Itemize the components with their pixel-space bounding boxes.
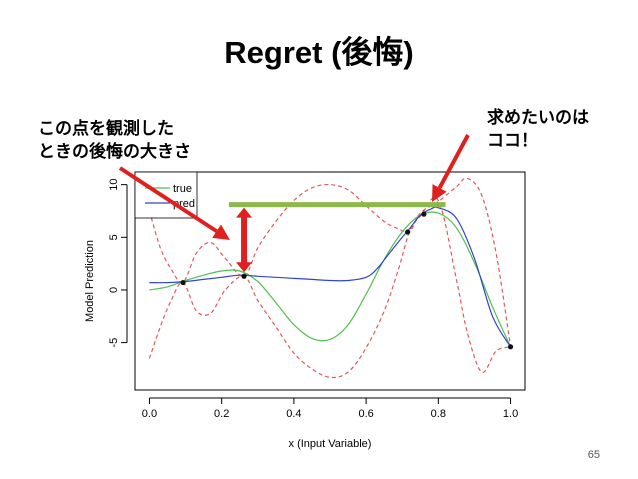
observation-point <box>180 279 186 286</box>
regret-double-arrow <box>236 207 253 273</box>
annotation-observed-regret: この点を観測した ときの後悔の大きさ <box>38 119 191 162</box>
series-layer <box>148 177 512 379</box>
callout-left-arrow-head <box>212 224 230 240</box>
y-axis-label: Model Prediction <box>84 240 96 322</box>
series-upper-bound <box>148 177 512 347</box>
x-axis-label: x (Input Variable) <box>289 438 372 450</box>
observation-point <box>421 211 427 217</box>
series-true-line <box>149 211 512 348</box>
annotation-target-max: 求めたいのは ココ！ <box>487 108 589 151</box>
callout-right-arrow-head <box>432 184 447 202</box>
y-tick-label: 0 <box>108 287 120 293</box>
plot-frame <box>134 171 526 391</box>
y-tick-label: -5 <box>108 338 120 348</box>
x-tick-label: 0.6 <box>358 408 373 420</box>
x-axis: 0.0 0.2 0.4 0.6 0.8 1.0 <box>142 397 518 420</box>
observation-point <box>241 273 247 279</box>
x-tick-label: 1.0 <box>503 408 518 420</box>
callout-left-arrow-shaft <box>118 166 218 233</box>
slide-title: Regret (後悔) <box>224 35 414 70</box>
legend-true-label: true <box>173 183 192 195</box>
series-pred-line <box>149 206 512 348</box>
callout-arrows <box>118 134 470 240</box>
y-axis: -5 0 5 10 <box>108 179 128 348</box>
x-tick-label: 0.4 <box>286 408 301 420</box>
y-tick-label: 5 <box>108 234 120 240</box>
x-tick-label: 0.8 <box>431 408 446 420</box>
observation-point <box>507 344 514 350</box>
observation-points <box>180 211 514 350</box>
observation-point <box>405 229 411 235</box>
x-tick-label: 0.0 <box>142 408 157 420</box>
y-tick-label: 10 <box>108 179 120 191</box>
x-tick-label: 0.2 <box>214 408 229 420</box>
annotation-layer <box>228 202 446 273</box>
page-number: 65 <box>587 449 600 461</box>
callout-right-arrow-shaft <box>437 134 470 189</box>
